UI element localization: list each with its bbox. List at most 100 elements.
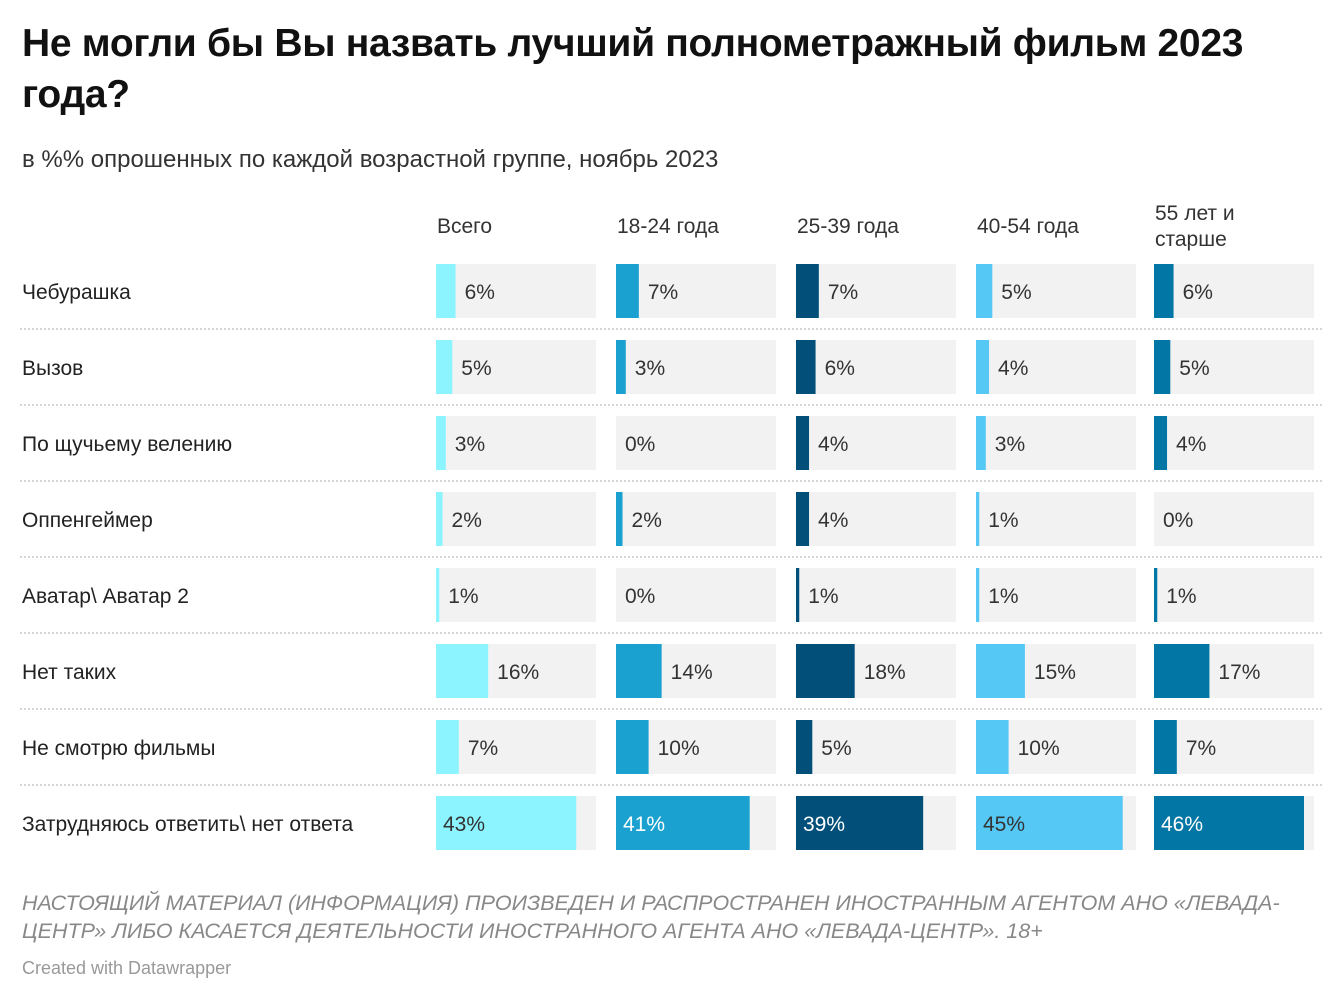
bar: [1154, 796, 1304, 850]
bar: [796, 644, 855, 698]
bar-background: [1154, 264, 1314, 318]
bar: [1154, 340, 1171, 394]
bar-background: [616, 492, 776, 546]
bar-background: [976, 340, 1136, 394]
bar-background: [976, 568, 1136, 622]
value-label: 1%: [1166, 585, 1196, 608]
bar: [436, 264, 456, 318]
bar: [976, 416, 986, 470]
value-label: 1%: [448, 585, 478, 608]
bar: [976, 568, 980, 622]
bar-background: [796, 340, 956, 394]
bar: [436, 644, 489, 698]
bar-background: [796, 568, 956, 622]
value-label: 6%: [1183, 281, 1213, 304]
column-header: Всего: [437, 215, 492, 238]
bar-background: [1154, 416, 1314, 470]
bar-background: [616, 568, 776, 622]
category-label: Оппенгеймер: [22, 509, 153, 532]
value-label: 39%: [803, 813, 845, 836]
bar: [796, 720, 813, 774]
bar-background: [796, 264, 956, 318]
value-label: 0%: [625, 433, 655, 456]
value-label: 3%: [635, 357, 665, 380]
bar: [796, 340, 816, 394]
value-label: 7%: [1186, 737, 1216, 760]
bar: [1154, 568, 1158, 622]
bar: [1154, 264, 1174, 318]
bar-background: [436, 492, 596, 546]
bar: [436, 492, 443, 546]
value-label: 5%: [1179, 357, 1209, 380]
bar: [1154, 644, 1210, 698]
value-label: 16%: [497, 661, 539, 684]
bar: [1154, 720, 1177, 774]
bar-background: [976, 416, 1136, 470]
bar: [436, 340, 453, 394]
bar: [616, 340, 626, 394]
bar: [796, 796, 924, 850]
category-label: Аватар\ Аватар 2: [22, 585, 189, 608]
bar: [616, 264, 639, 318]
bar: [976, 340, 990, 394]
bar: [976, 492, 980, 546]
value-label: 3%: [455, 433, 485, 456]
category-label: Не смотрю фильмы: [22, 737, 215, 760]
bar-background: [796, 416, 956, 470]
bar: [976, 720, 1009, 774]
bar-background: [436, 264, 596, 318]
value-label: 10%: [1018, 737, 1060, 760]
bar-background: [796, 492, 956, 546]
bar-background: [616, 264, 776, 318]
bar-background: [436, 416, 596, 470]
value-label: 18%: [864, 661, 906, 684]
bar-background: [796, 720, 956, 774]
bar-background: [976, 492, 1136, 546]
bar: [976, 644, 1025, 698]
bar-background: [1154, 340, 1314, 394]
column-header: 25-39 года: [797, 215, 899, 238]
value-label: 14%: [671, 661, 713, 684]
bar: [976, 796, 1123, 850]
column-header: 40-54 года: [977, 215, 1079, 238]
bar: [436, 796, 577, 850]
value-label: 4%: [818, 509, 848, 532]
value-label: 2%: [452, 509, 482, 532]
value-label: 1%: [988, 585, 1018, 608]
bar: [616, 720, 649, 774]
value-label: 5%: [461, 357, 491, 380]
bar-background: [1154, 720, 1314, 774]
bar-background: [616, 416, 776, 470]
value-label: 17%: [1218, 661, 1260, 684]
bar: [436, 416, 446, 470]
value-label: 0%: [625, 585, 655, 608]
bar-background: [436, 340, 596, 394]
bar: [1154, 416, 1168, 470]
bar: [616, 492, 623, 546]
value-label: 45%: [983, 813, 1025, 836]
category-label: Нет таких: [22, 661, 117, 684]
value-label: 7%: [468, 737, 498, 760]
bar: [796, 492, 810, 546]
value-label: 3%: [995, 433, 1025, 456]
category-label: Вызов: [22, 357, 83, 380]
value-label: 1%: [808, 585, 838, 608]
bar: [796, 264, 819, 318]
bar: [796, 416, 810, 470]
bar: [436, 720, 459, 774]
chart-title: Не могли бы Вы назвать лучший полнометра…: [22, 22, 1244, 116]
value-label: 6%: [825, 357, 855, 380]
chart-subtitle: в %% опрошенных по каждой возрастной гру…: [22, 146, 719, 173]
value-label: 4%: [998, 357, 1028, 380]
value-label: 46%: [1161, 813, 1203, 836]
bar-background: [436, 720, 596, 774]
value-label: 1%: [988, 509, 1018, 532]
bar: [616, 796, 750, 850]
bar-background: [1154, 492, 1314, 546]
category-label: Затрудняюсь ответить\ нет ответа: [22, 813, 353, 836]
bar: [436, 568, 440, 622]
value-label: 4%: [1176, 433, 1206, 456]
value-label: 4%: [818, 433, 848, 456]
bar-background: [1154, 568, 1314, 622]
datawrapper-credit[interactable]: Created with Datawrapper: [22, 958, 232, 978]
